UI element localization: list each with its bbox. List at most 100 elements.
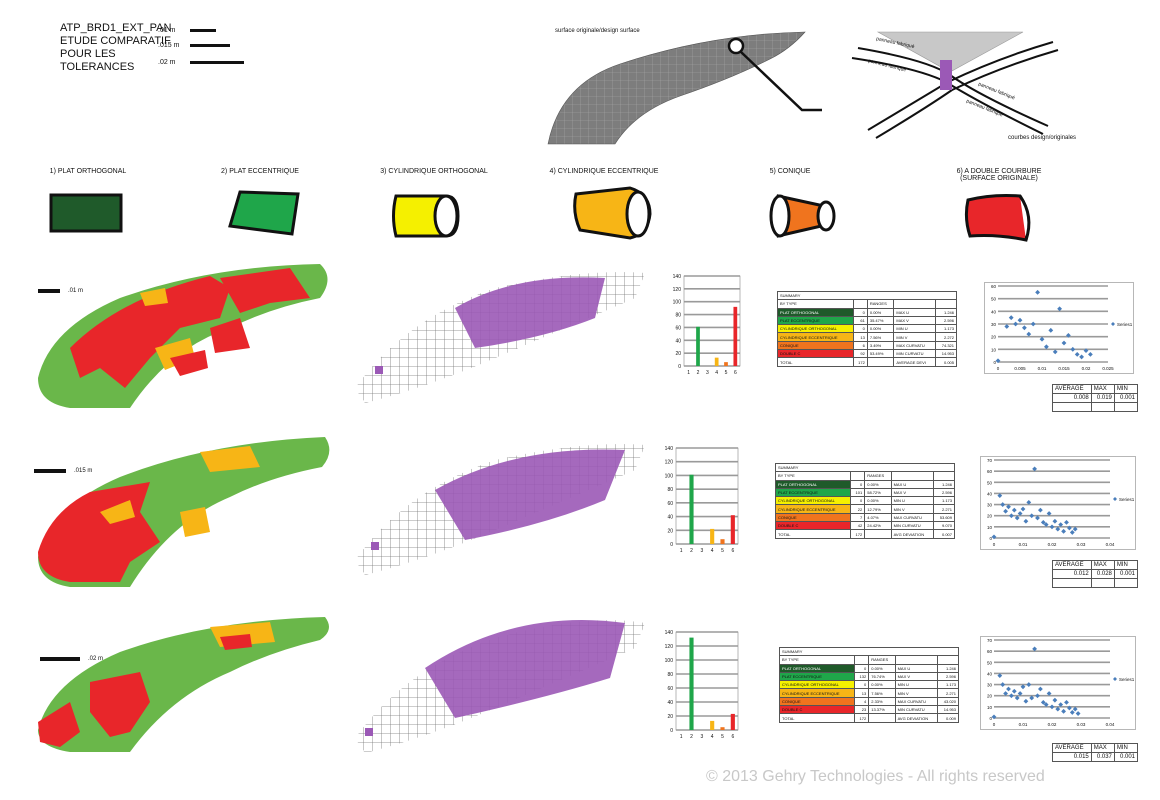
type-name: CYLINDRIQUE ECCENTRIQUE <box>777 332 854 342</box>
type-pct: 7.56% <box>866 332 895 342</box>
x-tick-label: 6 <box>731 548 734 554</box>
x-tick-label: 4 <box>715 370 718 376</box>
title-line: POUR LES <box>60 48 116 60</box>
data-point <box>1014 695 1020 701</box>
bar <box>714 357 719 366</box>
range-name: MAX CURVATU <box>894 696 939 707</box>
data-point <box>1006 686 1011 692</box>
y-tick-label: 0 <box>989 716 992 721</box>
x-tick-label: 0.02 <box>1048 542 1057 547</box>
data-point <box>1039 336 1045 342</box>
type-pct: 4.07% <box>864 512 892 523</box>
x-tick-label: 1 <box>680 734 683 740</box>
scale-indicator: .02 m <box>40 656 103 662</box>
legend-label: Series1 <box>1119 677 1135 682</box>
data-point <box>1049 524 1055 530</box>
bar <box>710 528 715 544</box>
type-pct: 0.00% <box>864 479 892 489</box>
data-point <box>1048 327 1054 333</box>
range-name: MIN V <box>890 504 935 514</box>
bar <box>730 515 735 544</box>
panel-count-bar-chart: 0 20 40 60 80 100 120 140 1 2 3 4 5 6 <box>665 630 739 740</box>
plot-area <box>683 275 741 367</box>
legend-marker <box>1113 497 1117 501</box>
y-tick-label: 20 <box>667 528 673 534</box>
data-point <box>1026 682 1032 687</box>
y-tick-label: 80 <box>667 672 673 678</box>
deviation-scatter-chart: 0 10 20 30 40 50 60 70 0 0.01 0.02 0.03 0.04 Series1 <box>980 636 1136 730</box>
total-value: 172 <box>854 713 870 723</box>
x-tick-label: 5 <box>721 548 724 554</box>
y-tick-label: 0 <box>670 542 673 548</box>
stat-value: 0.008 <box>1052 393 1092 403</box>
stat-header: AVERAGE <box>1052 560 1092 570</box>
x-tick-label: 0.01 <box>1019 722 1028 727</box>
plot-area <box>675 631 739 731</box>
x-tick-label: 2 <box>697 370 700 376</box>
detail-leader-line <box>740 51 822 112</box>
range-val: 53.609 <box>933 512 955 523</box>
x-tick-label: 2 <box>690 734 693 740</box>
scale-label: .02 m <box>88 656 104 662</box>
tolerance-label: .01 m <box>158 27 176 34</box>
range-val: 2.596 <box>937 671 959 682</box>
title-line: TOLERANCES <box>60 61 135 73</box>
tolerance-bar <box>190 29 216 32</box>
stat-value: 0.019 <box>1090 393 1115 403</box>
detail-label: panneau fabriqué <box>977 81 1016 101</box>
range-name: MAX V <box>893 315 937 326</box>
y-tick-label: 100 <box>673 300 682 306</box>
x-tick-label: 0.015 <box>1058 366 1070 371</box>
y-tick-label: 140 <box>673 274 682 280</box>
data-point <box>1049 704 1055 710</box>
stat-value: 0.028 <box>1090 569 1115 579</box>
y-tick-label: 40 <box>675 338 681 344</box>
range-name: MAX U <box>890 479 935 489</box>
data-point <box>1000 682 1006 687</box>
y-tick-label: 40 <box>991 309 997 314</box>
range-val: 1.173 <box>937 680 959 690</box>
data-point <box>991 534 997 540</box>
tolerance-legend-row: .02 m <box>158 59 244 66</box>
data-point <box>1017 317 1023 323</box>
type-count: 42 <box>850 521 866 531</box>
panel-type-label: 2) PLAT ECCENTRIQUE <box>221 168 299 175</box>
panel-type-label: 5) CONIQUE <box>769 168 811 175</box>
y-tick-label: 40 <box>667 515 673 521</box>
scale-indicator: .015 m <box>34 468 92 474</box>
stat-header: MIN <box>1113 384 1139 394</box>
type-count: 23 <box>854 705 870 715</box>
bar <box>720 727 725 730</box>
type-name: CYLINDRIQUE ECCENTRIQUE <box>778 688 856 698</box>
scale-bar <box>38 289 60 293</box>
panel-type-label: 4) CYLINDRIQUE ECCENTRIQUE <box>549 168 659 175</box>
x-tick-label: 0.01 <box>1019 542 1028 547</box>
x-tick-label: 0.025 <box>1102 366 1114 371</box>
type-count: 61 <box>852 315 868 326</box>
type-count: 101 <box>850 487 866 498</box>
panel-type-label: 6) A DOUBLE COURBURE (SURFACE ORIGINALE) <box>929 168 1069 182</box>
summary-table: SUMMARY BY TYPE RANGES PLAT ORTHOGONAL 0 0.… <box>774 462 955 539</box>
avg-value: 0.007 <box>933 529 955 539</box>
data-point <box>1061 340 1067 346</box>
x-tick-label: 3 <box>700 548 703 554</box>
y-tick-label: 100 <box>665 473 674 479</box>
y-tick-label: 60 <box>987 469 993 474</box>
type-pct: 0.00% <box>868 663 896 673</box>
range-name: MIN U <box>893 324 937 334</box>
y-tick-label: 140 <box>665 446 674 452</box>
range-name: MIN CURVATU <box>894 705 939 715</box>
y-tick-label: 40 <box>987 671 993 676</box>
data-point <box>1064 700 1069 705</box>
summary-table: SUMMARY BY TYPE RANGES PLAT ORTHOGONAL 0 0.… <box>777 290 957 367</box>
range-name: MAX CURVATU <box>893 340 937 351</box>
range-name: MAX V <box>890 487 935 498</box>
type-pct: 13.37% <box>868 705 896 715</box>
range-name: MIN U <box>894 680 939 690</box>
data-point <box>1017 691 1023 696</box>
type-name: PLAT ECCENTRIQUE <box>774 487 852 498</box>
type-pct: 24.42% <box>864 521 892 531</box>
y-tick-label: 140 <box>665 630 674 636</box>
data-point <box>991 714 997 720</box>
chart-frame <box>980 636 1136 730</box>
